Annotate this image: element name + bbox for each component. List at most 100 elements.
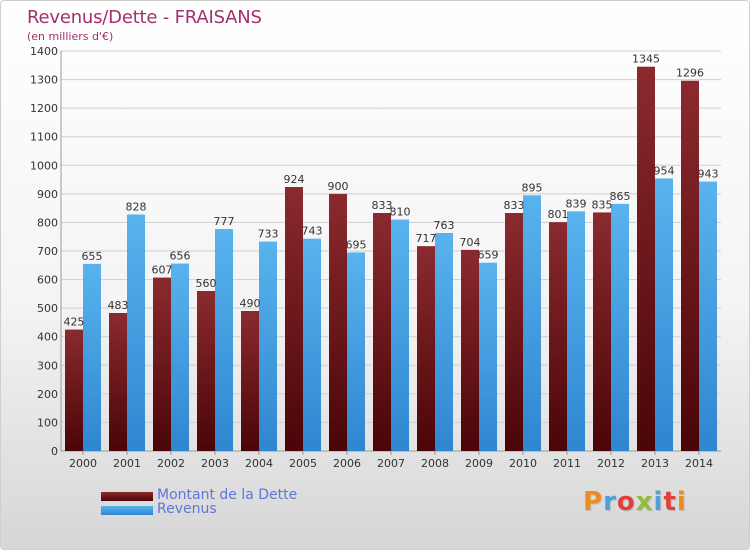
bar-debt <box>637 66 655 451</box>
y-tick-label: 1200 <box>30 102 58 115</box>
y-tick-label: 500 <box>37 302 58 315</box>
chart-title: Revenus/Dette - FRAISANS <box>27 7 262 28</box>
bar-debt <box>461 249 479 451</box>
y-tick-label: 1100 <box>30 131 58 144</box>
bar-revenue <box>479 262 497 451</box>
bar-debt <box>681 80 699 451</box>
data-label-revenue: 743 <box>302 225 323 238</box>
chart-subtitle: (en milliers d'€) <box>27 30 114 43</box>
data-label-revenue: 733 <box>258 228 279 241</box>
bar-debt <box>153 277 171 451</box>
bar-revenue <box>435 233 453 451</box>
x-tick-label: 2014 <box>685 457 713 470</box>
y-tick-label: 300 <box>37 359 58 372</box>
axes: 0 100 200 300 400 500 600 700 800 900 1000 1100 1200… <box>30 45 721 470</box>
bar-debt <box>593 212 611 451</box>
bar-revenue <box>127 214 145 451</box>
logo-letter: t <box>663 487 677 517</box>
data-label-revenue: 865 <box>610 190 631 203</box>
bar-debt <box>329 193 347 451</box>
data-label-debt: 425 <box>64 316 85 329</box>
legend-swatch-debt <box>101 492 153 501</box>
logo-letter: r <box>603 487 617 517</box>
x-tick-label: 2007 <box>377 457 405 470</box>
data-label-debt: 607 <box>152 264 173 277</box>
data-label-debt: 833 <box>504 199 525 212</box>
x-tick-label: 2010 <box>509 457 537 470</box>
data-label-debt: 717 <box>416 232 437 245</box>
data-label-debt: 483 <box>108 299 129 312</box>
data-label-revenue: 810 <box>390 206 411 219</box>
y-tick-label: 800 <box>37 216 58 229</box>
y-tick-label: 1000 <box>30 159 58 172</box>
data-label-debt: 900 <box>328 180 349 193</box>
x-tick-label: 2000 <box>69 457 97 470</box>
data-label-revenue: 839 <box>566 197 587 210</box>
data-label-revenue: 895 <box>522 181 543 194</box>
x-tick-label: 2002 <box>157 457 185 470</box>
data-label-revenue: 655 <box>82 250 103 263</box>
bar-revenue <box>655 178 673 451</box>
logo-letter: i <box>676 487 687 517</box>
x-tick-label: 2006 <box>333 457 361 470</box>
data-label-revenue: 954 <box>654 164 675 177</box>
data-label-revenue: 656 <box>170 250 191 263</box>
x-tick-label: 2001 <box>113 457 141 470</box>
data-label-debt: 704 <box>460 236 481 249</box>
legend-label-revenue: Revenus <box>157 501 217 517</box>
data-label-debt: 1296 <box>676 67 704 80</box>
bar-revenue <box>523 195 541 451</box>
bar-debt <box>505 213 523 451</box>
data-label-revenue: 943 <box>698 168 719 181</box>
x-tick-label: 2011 <box>553 457 581 470</box>
x-tick-label: 2008 <box>421 457 449 470</box>
y-tick-label: 1300 <box>30 74 58 87</box>
bar-debt <box>241 311 259 451</box>
bar-revenue <box>215 229 233 451</box>
bar-revenue <box>303 238 321 451</box>
y-tick-label: 0 <box>51 445 58 458</box>
y-tick-label: 200 <box>37 388 58 401</box>
logo-letter: P <box>583 487 604 517</box>
data-label-revenue: 777 <box>214 215 235 228</box>
bar-revenue <box>171 263 189 451</box>
logo-letter: x <box>635 487 654 517</box>
legend-swatch-revenue <box>101 506 153 515</box>
data-label-revenue: 695 <box>346 238 367 251</box>
logo-letter: o <box>616 487 636 517</box>
data-label-revenue: 659 <box>478 249 499 262</box>
legend-label-debt: Montant de la Dette <box>157 487 298 503</box>
bar-debt <box>197 291 215 451</box>
x-tick-label: 2012 <box>597 457 625 470</box>
x-tick-label: 2013 <box>641 457 669 470</box>
bar-debt <box>373 213 391 451</box>
y-tick-label: 600 <box>37 274 58 287</box>
data-label-debt: 1345 <box>632 53 660 66</box>
x-tick-label: 2005 <box>289 457 317 470</box>
bar-debt <box>549 222 567 451</box>
y-tick-label: 400 <box>37 331 58 344</box>
x-tick-label: 2004 <box>245 457 273 470</box>
y-tick-label: 100 <box>37 416 58 429</box>
data-label-debt: 801 <box>548 208 569 221</box>
bar-revenue <box>259 241 277 451</box>
y-tick-label: 900 <box>37 188 58 201</box>
data-label-debt: 560 <box>196 277 217 290</box>
data-label-revenue: 828 <box>126 200 147 213</box>
bar-debt <box>285 187 303 451</box>
data-label-debt: 924 <box>284 173 305 186</box>
bar-revenue <box>611 203 629 451</box>
data-label-debt: 490 <box>240 297 261 310</box>
bar-debt <box>109 313 127 451</box>
bar-debt <box>417 246 435 451</box>
x-tick-label: 2003 <box>201 457 229 470</box>
data-label-debt: 835 <box>592 198 613 211</box>
bar-revenue <box>567 211 585 451</box>
bar-revenue <box>347 252 365 451</box>
x-tick-label: 2009 <box>465 457 493 470</box>
bar-debt <box>65 329 83 451</box>
bar-revenue <box>83 263 101 451</box>
